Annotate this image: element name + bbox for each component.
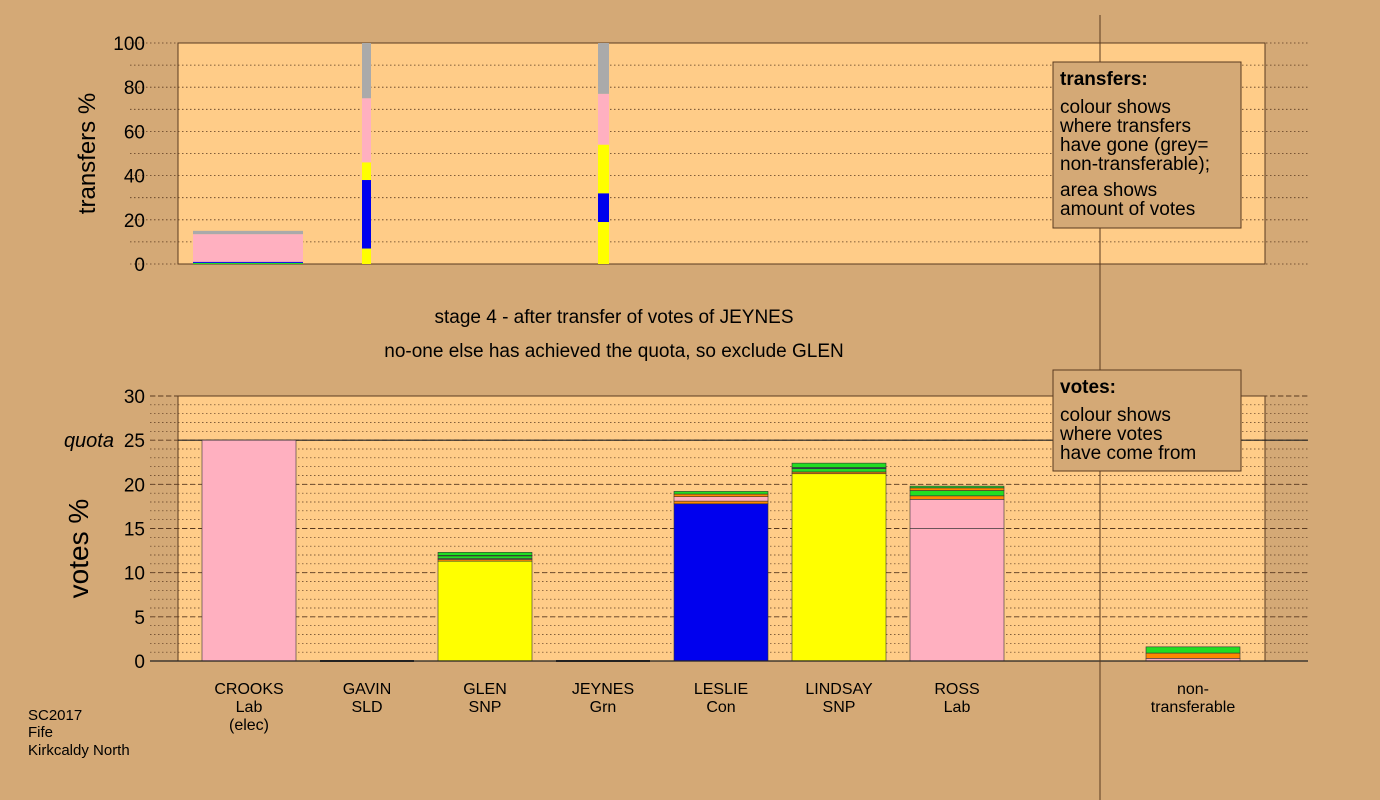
votes-category-label: non- (1177, 681, 1209, 698)
transfers-legend-line: where transfers (1059, 116, 1191, 137)
votes-category-label: SNP (469, 699, 502, 716)
votes-bar-segment (791, 462, 887, 468)
votes-category-label: transferable (1151, 699, 1236, 716)
votes-bar-segment (437, 552, 533, 556)
transfers-legend-box (1052, 61, 1242, 229)
votes-legend-line: where votes (1059, 424, 1162, 445)
transfers-bar-segment (362, 162, 371, 181)
votes-bar-segment (791, 468, 887, 473)
transfers-y-tick-label: 60 (124, 122, 145, 143)
votes-bar-segment (437, 555, 533, 559)
votes-legend-box (1052, 369, 1242, 472)
quota-label: quota (64, 430, 114, 452)
votes-bar-segment (673, 503, 769, 662)
votes-category-label: SNP (823, 699, 856, 716)
votes-category-label: LINDSAY (805, 681, 873, 698)
votes-category-label: Con (706, 699, 735, 716)
votes-legend-line: colour shows (1060, 405, 1171, 426)
votes-category-label: Lab (236, 699, 263, 716)
votes-category-label: Grn (590, 699, 617, 716)
votes-y-tick-label: 15 (124, 520, 145, 541)
votes-category-label: CROOKS (214, 681, 283, 698)
footer-line: Kirkcaldy North (28, 742, 130, 759)
votes-y-tick-label: 0 (134, 652, 145, 673)
transfers-bar-segment (362, 180, 371, 249)
transfers-y-tick-label: 20 (124, 211, 145, 232)
transfers-bar-segment (193, 234, 303, 262)
votes-category-label: LESLIE (694, 681, 748, 698)
votes-category-label: (elec) (229, 717, 269, 734)
votes-category-label: SLD (351, 699, 382, 716)
transfers-plot-frame (177, 42, 1266, 265)
votes-category-label: GAVIN (343, 681, 392, 698)
transfers-bar-segment (598, 222, 609, 264)
transfers-bar-segment (598, 193, 609, 223)
transfers-bar-segment (193, 261, 303, 263)
transfers-bar-segment (362, 43, 371, 99)
votes-bar-segment (909, 499, 1005, 529)
transfers-y-axis-label: transfers % (74, 93, 101, 214)
transfers-legend-line: have gone (grey= (1060, 135, 1208, 156)
votes-bar-segment (909, 528, 1005, 662)
votes-bar-segment (1145, 652, 1241, 659)
votes-bar-segment (437, 560, 533, 662)
transfers-legend-heading: transfers: (1060, 69, 1148, 90)
transfers-y-tick-label: 80 (124, 78, 145, 99)
stage-subtitle: no-one else has achieved the quota, so e… (384, 341, 843, 362)
transfers-legend-line: area shows (1060, 180, 1157, 201)
transfers-bar-segment (598, 93, 609, 145)
transfers-bar-segment (598, 43, 609, 94)
votes-bar-segment (673, 500, 769, 505)
votes-bar-segment (201, 439, 297, 662)
votes-legend: votes: colour shows where votes have com… (1052, 369, 1242, 472)
transfers-y-tick-label: 40 (124, 167, 145, 188)
transfers-legend: transfers: colour shows where transfers … (1052, 61, 1242, 229)
votes-bar-segment (1145, 646, 1241, 654)
transfers-legend-line: amount of votes (1060, 199, 1195, 220)
votes-legend-heading: votes: (1060, 377, 1116, 398)
votes-y-tick-label: 10 (124, 564, 145, 585)
transfers-legend-line: non-transferable); (1060, 154, 1210, 175)
footer-line: SC2017 (28, 707, 82, 724)
transfers-y-tick-label: 100 (113, 34, 145, 55)
votes-category-label: GLEN (463, 681, 507, 698)
votes-y-axis-label: votes % (63, 499, 94, 599)
transfers-bar-segment (598, 144, 609, 194)
votes-category-label: JEYNES (572, 681, 634, 698)
votes-legend-line: have come from (1060, 443, 1196, 464)
stage-title: stage 4 - after transfer of votes of JEY… (434, 307, 793, 328)
votes-y-tick-label: 25 (124, 431, 145, 452)
votes-bar-segment (673, 493, 769, 497)
transfers-legend-line: colour shows (1060, 97, 1171, 118)
transfers-bar-segment (193, 262, 303, 264)
transfers-bar-segment (193, 230, 303, 235)
votes-y-tick-label: 30 (124, 387, 145, 408)
votes-category-label: ROSS (934, 681, 979, 698)
votes-bar-segment (673, 496, 769, 502)
votes-bar-segment (909, 485, 1005, 489)
footer-line: Fife (28, 724, 53, 741)
votes-bar-segment (673, 491, 769, 495)
transfers-bar-segment (362, 248, 371, 264)
votes-bar-segment (791, 473, 887, 662)
transfers-bar-segment (362, 98, 371, 163)
votes-bar-segment (909, 487, 1005, 491)
footer: SC2017 Fife Kirkcaldy North (28, 707, 130, 759)
votes-bar-segment (909, 490, 1005, 497)
votes-y-tick-label: 20 (124, 475, 145, 496)
votes-bar-segment (909, 495, 1005, 500)
votes-y-tick-label: 5 (134, 608, 145, 629)
votes-category-label: Lab (944, 699, 971, 716)
transfers-y-tick-label: 0 (134, 255, 145, 276)
